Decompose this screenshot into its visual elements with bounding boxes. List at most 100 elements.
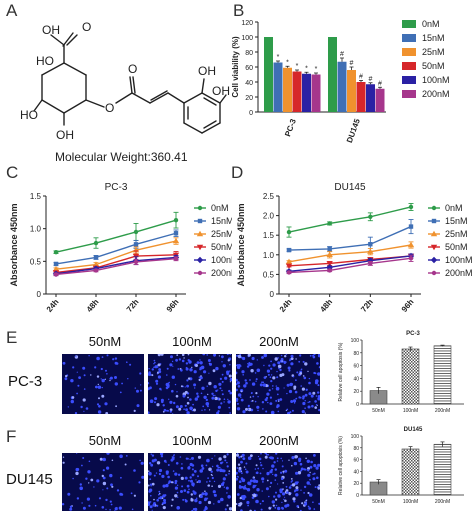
nucleus bbox=[264, 453, 268, 455]
nucleus bbox=[229, 412, 231, 414]
nucleus bbox=[219, 469, 221, 471]
nucleus bbox=[315, 395, 318, 397]
nucleus bbox=[195, 364, 198, 367]
nucleus bbox=[174, 494, 178, 498]
nucleus bbox=[228, 507, 232, 511]
b-bar-200nM-DU145 bbox=[375, 88, 385, 112]
nucleus bbox=[150, 453, 152, 455]
nucleus bbox=[213, 493, 217, 497]
nucleus bbox=[121, 382, 123, 385]
nucleus bbox=[304, 412, 306, 414]
nucleus bbox=[313, 472, 316, 475]
nucleus bbox=[240, 390, 243, 393]
c-title: PC-3 bbox=[105, 182, 128, 193]
nucleus bbox=[281, 501, 283, 504]
c-y-tick-label-0: 0 bbox=[37, 290, 42, 299]
nucleus bbox=[206, 458, 210, 463]
nucleus bbox=[313, 508, 316, 510]
nucleus bbox=[254, 372, 257, 374]
nucleus bbox=[170, 504, 173, 507]
nucleus bbox=[185, 366, 188, 369]
nucleus bbox=[156, 499, 159, 502]
f-y-tick-label-2: 40 bbox=[353, 469, 359, 475]
nucleus bbox=[82, 366, 86, 370]
nucleus bbox=[109, 379, 111, 382]
d-line-0nM bbox=[288, 206, 412, 233]
c-point-0nM-48h bbox=[93, 240, 99, 246]
nucleus bbox=[303, 468, 306, 471]
nuclei-layer bbox=[62, 453, 144, 511]
b-bar-15nM-PC-3 bbox=[273, 62, 283, 112]
nucleus bbox=[184, 390, 188, 394]
nucleus bbox=[302, 401, 306, 406]
nucleus bbox=[241, 453, 245, 457]
nucleus bbox=[149, 505, 153, 509]
b-y-tick-label-0: 0 bbox=[249, 110, 253, 117]
e-bar-200nM bbox=[433, 345, 452, 405]
nucleus bbox=[157, 354, 161, 357]
molecular-weight: Molecular Weight:360.41 bbox=[55, 150, 188, 164]
nucleus bbox=[284, 469, 288, 473]
nucleus bbox=[275, 498, 278, 501]
nucleus bbox=[101, 506, 105, 509]
nucleus bbox=[187, 359, 190, 362]
nucleus bbox=[173, 454, 175, 457]
d-line-100nM bbox=[288, 255, 412, 272]
nucleus bbox=[270, 506, 272, 509]
nucleus bbox=[279, 373, 283, 377]
nucleus bbox=[315, 404, 318, 406]
nucleus bbox=[257, 396, 259, 398]
nucleus bbox=[208, 372, 210, 374]
nucleus bbox=[109, 473, 113, 478]
nucleus bbox=[312, 477, 316, 481]
nucleus bbox=[180, 476, 184, 480]
nucleus bbox=[295, 455, 298, 458]
nucleus bbox=[62, 503, 65, 506]
nucleus bbox=[197, 479, 201, 484]
nucleus bbox=[158, 368, 161, 371]
nucleus bbox=[307, 370, 309, 373]
nucleus bbox=[170, 355, 173, 359]
nucleus bbox=[208, 381, 212, 386]
nucleus bbox=[150, 494, 152, 497]
nucleus bbox=[160, 354, 164, 356]
nucleus bbox=[247, 354, 251, 357]
nucleus bbox=[259, 472, 262, 475]
nucleus bbox=[133, 494, 136, 497]
nucleus bbox=[82, 457, 85, 459]
nucleus bbox=[249, 479, 253, 483]
nucleus bbox=[94, 366, 97, 369]
chart-b: 0 20 40 60 80 100 120 Cell viability (%) * * * * * PC… bbox=[231, 19, 450, 144]
nucleus bbox=[148, 373, 151, 376]
nucleus bbox=[242, 374, 244, 376]
nucleus bbox=[165, 483, 169, 488]
nucleus bbox=[249, 379, 251, 381]
nucleus bbox=[191, 482, 195, 486]
ring-hydroxyl-c5: OH bbox=[56, 128, 74, 142]
nucleus bbox=[275, 399, 278, 402]
c-point-25nM-24h bbox=[52, 265, 60, 272]
nucleus bbox=[101, 474, 104, 478]
nucleus bbox=[133, 409, 136, 412]
nucleus bbox=[224, 376, 228, 380]
nucleus bbox=[254, 468, 257, 470]
nucleus bbox=[161, 497, 164, 499]
nucleus bbox=[116, 506, 118, 509]
nucleus bbox=[115, 405, 117, 408]
nucleus bbox=[198, 378, 201, 382]
nucleus bbox=[307, 505, 310, 508]
d-x-label-72h: 72h bbox=[359, 297, 375, 313]
nucleus bbox=[295, 486, 299, 490]
nucleus bbox=[236, 388, 238, 392]
nucleus bbox=[310, 394, 314, 398]
e-title: PC-3 bbox=[406, 331, 420, 337]
nucleus bbox=[274, 473, 278, 477]
nucleus bbox=[100, 367, 103, 371]
nucleus bbox=[255, 380, 257, 382]
nucleus bbox=[290, 354, 294, 358]
nucleus bbox=[149, 399, 154, 403]
nucleus bbox=[151, 482, 155, 486]
nucleus bbox=[131, 508, 134, 511]
f-y-tick-label-3: 60 bbox=[353, 458, 359, 464]
nucleus bbox=[175, 405, 179, 409]
